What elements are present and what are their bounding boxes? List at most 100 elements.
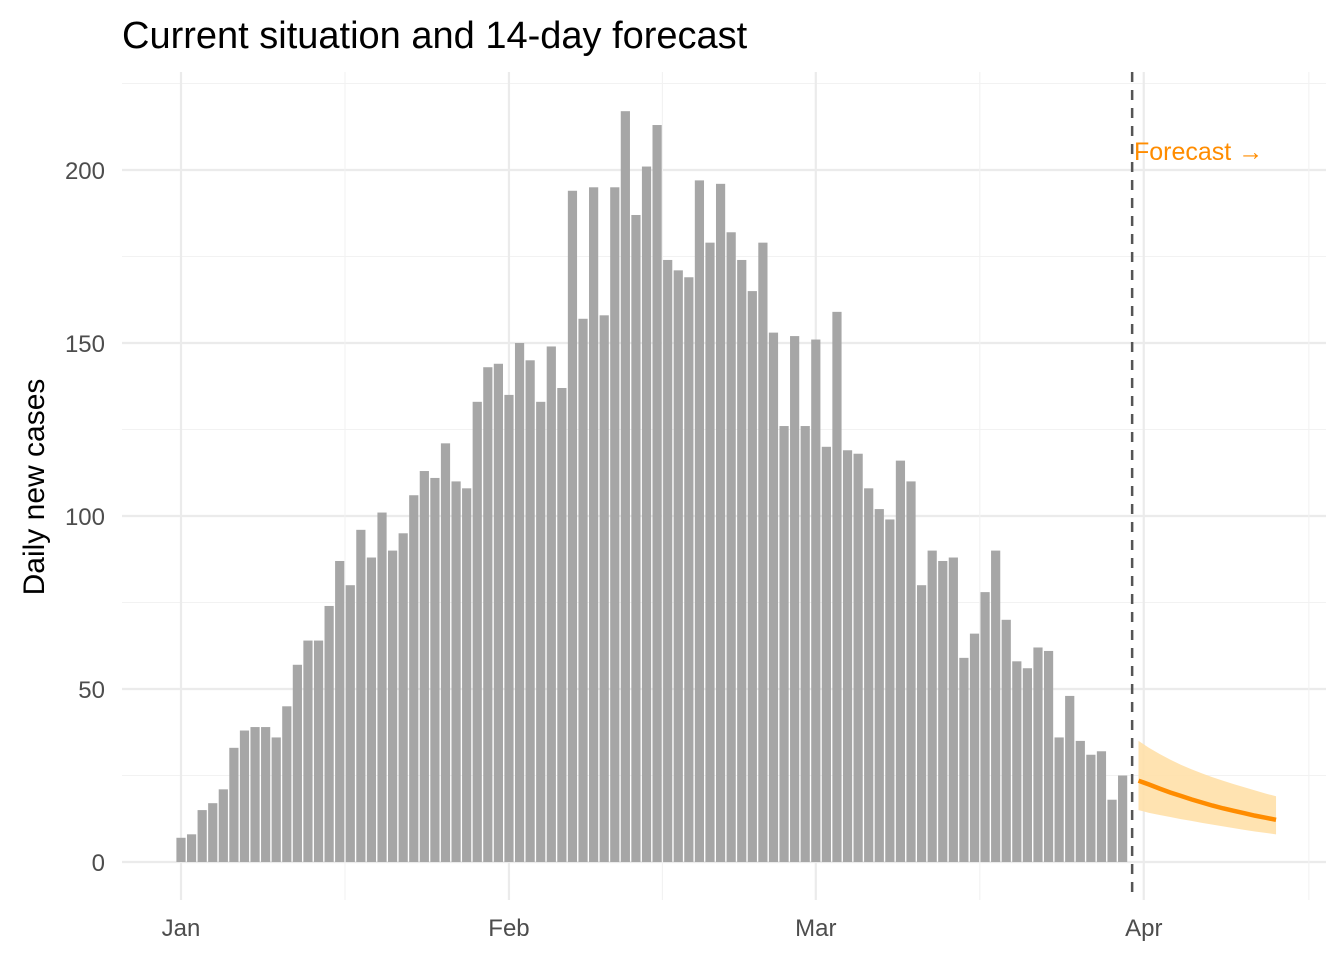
- bar: [239, 730, 250, 862]
- bar: [345, 585, 355, 862]
- bar: [652, 125, 662, 862]
- bar: [186, 834, 197, 862]
- bar: [557, 387, 567, 862]
- forecast-layer: [1130, 72, 1277, 900]
- bar: [589, 187, 599, 863]
- bar: [567, 190, 578, 862]
- bar: [779, 426, 789, 862]
- bar: [208, 803, 218, 862]
- y-tick-label: 0: [92, 850, 105, 877]
- bar: [504, 394, 514, 862]
- bar: [398, 533, 408, 862]
- chart-title: Current situation and 14-day forecast: [122, 15, 748, 57]
- bar: [356, 529, 366, 862]
- bar: [917, 585, 927, 862]
- bar: [292, 664, 302, 862]
- bar: [726, 232, 736, 862]
- bar: [514, 343, 525, 862]
- bar: [641, 166, 652, 863]
- y-tick-label: 100: [65, 504, 105, 531]
- bar: [1096, 751, 1107, 862]
- bar: [906, 481, 916, 862]
- y-tick-label: 200: [65, 158, 105, 185]
- bar: [313, 640, 324, 862]
- bar: [959, 657, 969, 862]
- bar: [663, 259, 673, 863]
- bar: [768, 332, 779, 862]
- bar: [324, 605, 334, 862]
- bar: [409, 495, 419, 862]
- bar: [366, 557, 377, 862]
- bar: [1001, 619, 1011, 862]
- bar: [536, 401, 546, 862]
- bar: [927, 550, 937, 862]
- bar: [419, 471, 429, 862]
- bar: [673, 270, 683, 863]
- bar: [800, 426, 810, 862]
- bar: [430, 477, 440, 862]
- y-axis-label: Daily new cases: [18, 379, 51, 596]
- bar: [599, 315, 609, 862]
- bar: [895, 460, 906, 862]
- forecast-annotation: Forecast →: [1134, 138, 1263, 166]
- bar: [578, 318, 588, 862]
- bar: [842, 450, 853, 862]
- bar: [1012, 661, 1022, 862]
- axes: 0 50 100 150 200 Jan Feb Mar Apr: [65, 158, 1163, 942]
- bars: [176, 111, 1128, 863]
- x-tick-label: Apr: [1125, 915, 1162, 942]
- bar: [377, 512, 387, 862]
- bar: [1022, 668, 1032, 862]
- y-tick-label: 50: [78, 677, 105, 704]
- bar: [980, 592, 990, 862]
- bar: [546, 346, 556, 863]
- bar: [1086, 754, 1096, 862]
- bar: [969, 633, 980, 862]
- bar: [705, 242, 715, 862]
- bar: [261, 727, 271, 862]
- bar: [218, 789, 228, 862]
- bar: [631, 214, 641, 863]
- bar: [451, 481, 461, 862]
- y-tick-label: 150: [65, 331, 105, 358]
- bar: [303, 640, 313, 862]
- bar: [472, 401, 482, 862]
- bar: [1054, 737, 1064, 862]
- bar: [335, 560, 345, 862]
- bar: [853, 453, 863, 862]
- bar: [1033, 647, 1043, 862]
- bar: [1043, 650, 1054, 862]
- bar: [525, 360, 535, 862]
- x-tick-label: Mar: [795, 915, 836, 942]
- bar: [271, 737, 281, 862]
- bar: [483, 367, 493, 862]
- bar: [715, 183, 726, 863]
- bar: [991, 550, 1001, 862]
- forecast-mean-line: [1137, 778, 1277, 822]
- bar: [229, 747, 239, 862]
- bar: [197, 810, 207, 862]
- bar: [864, 488, 874, 862]
- bar: [1118, 775, 1128, 862]
- bar: [462, 488, 472, 862]
- bar: [694, 180, 705, 862]
- bar: [821, 446, 831, 862]
- bar: [684, 277, 694, 862]
- bar: [282, 706, 292, 862]
- bar: [938, 560, 948, 862]
- bar: [1107, 799, 1117, 862]
- bar: [1075, 740, 1085, 862]
- bar: [610, 187, 620, 863]
- bar: [388, 550, 398, 862]
- bar: [440, 443, 451, 862]
- bar: [874, 509, 884, 862]
- bar: [176, 837, 186, 862]
- bar: [620, 111, 630, 863]
- x-tick-label: Jan: [162, 915, 201, 942]
- x-tick-label: Feb: [488, 915, 529, 942]
- bar: [885, 519, 895, 862]
- bar: [811, 339, 821, 862]
- bar: [832, 311, 842, 862]
- bar: [948, 557, 958, 862]
